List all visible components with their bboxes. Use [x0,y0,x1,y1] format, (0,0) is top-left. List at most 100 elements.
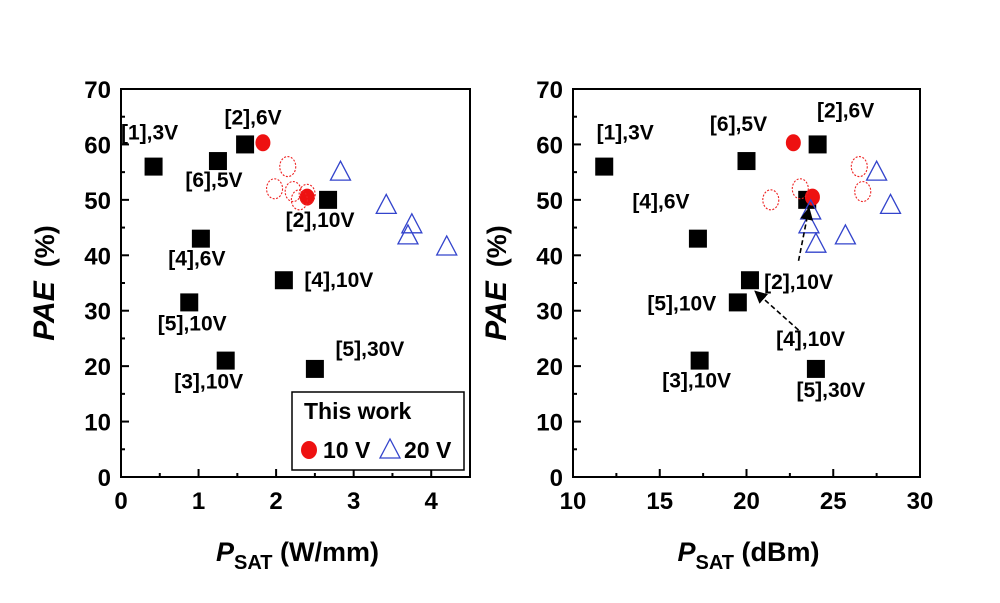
square-point [216,351,235,370]
point-label: [4],10V [304,269,373,292]
square-point [690,351,709,370]
x-tick-label: 3 [347,488,360,515]
y-tick-label: 60 [84,132,111,159]
square-point [688,229,707,248]
open-circle-point [298,183,316,205]
x-tick-label: 20 [733,488,760,515]
y-axis-label: PAE (%) [480,225,513,340]
point-label: [3],10V [662,370,731,393]
y-tick-label: 30 [84,299,111,326]
y-tick-label: 0 [98,465,111,492]
point-label: [5],10V [158,312,227,335]
square-point [319,190,338,209]
y-tick-label: 50 [84,188,111,215]
legend: This work 10 V 20 V [291,391,465,471]
x-axis-label-unit: (W/mm) [273,537,379,567]
y-tick-label: 50 [536,188,563,215]
x-axis-label-sub: SAT [696,552,735,574]
point-label: [4],6V [168,248,225,271]
square-point [274,271,293,290]
open-circle-point [279,156,297,178]
legend-label: 10 V [323,437,371,463]
x-axis-label-unit: (dBm) [734,537,819,567]
x-axis-label-sub: SAT [234,552,273,574]
annotation-label: [2],10V [764,271,833,294]
open-circle-point [791,178,809,200]
annotation-label: [4],10V [776,328,845,351]
open-triangle-point [329,159,352,181]
legend-box [291,391,465,471]
square-point [305,359,324,378]
x-tick-label: 15 [646,488,673,515]
open-circle-point [266,178,284,200]
x-tick-label: 10 [560,488,587,515]
y-axis-label-unit: (%) [30,225,60,267]
open-triangle-point [865,159,888,181]
x-tick-label: 0 [114,488,127,515]
open-triangle-point [797,212,821,234]
open-triangle-point [879,193,902,215]
y-tick-label: 70 [84,77,111,104]
point-label: [1],3V [121,122,178,145]
y-tick-label: 40 [84,243,111,270]
square-point [728,293,747,312]
point-label: [1],3V [597,122,654,145]
y-tick-label: 20 [84,354,111,381]
filled-circle-point [255,134,271,152]
point-label: [2],6V [817,99,874,122]
open-triangle-point [804,231,827,253]
y-tick-label: 70 [536,77,563,104]
y-tick-label: 10 [536,410,563,437]
filled-circle-point [785,134,801,152]
open-triangle-point [834,223,857,245]
square-point [191,229,210,248]
point-label: [2],6V [224,106,281,129]
open-triangle-point [396,223,420,245]
square-point [208,152,227,171]
legend-title: This work [304,398,412,424]
y-tick-label: 30 [536,299,563,326]
square-point [236,135,255,154]
x-tick-label: 4 [425,488,439,515]
square-point [808,135,827,154]
x-axis-label: PSAT (W/mm) [216,537,379,574]
open-circle-point [854,180,872,203]
x-tick-label: 25 [820,488,847,515]
square-point [595,157,614,176]
point-label: [5],30V [796,379,865,402]
x-axis-label-main: P [677,537,696,567]
y-axis-label-main: PAE [480,280,513,340]
square-point [737,152,756,171]
y-tick-label: 10 [84,410,111,437]
square-point [740,271,759,290]
y-tick-label: 20 [536,354,563,381]
open-circle-point [762,189,780,211]
y-tick-label: 0 [550,465,563,492]
square-point [180,293,199,312]
annotation-arrow [797,206,814,261]
x-tick-label: 2 [269,488,282,515]
x-axis-label-main: P [216,537,235,567]
open-triangle-point [435,234,458,256]
open-circle-point [284,180,302,203]
y-tick-label: 60 [536,132,563,159]
y-axis-label: PAE (%) [28,225,61,340]
annotation-arrow [754,290,800,331]
open-circle-point [850,156,868,178]
legend-label: 20 V [404,437,452,463]
y-axis-label-main: PAE [28,280,61,340]
open-triangle-point [375,193,398,215]
x-tick-label: 30 [907,488,934,515]
y-tick-label: 40 [536,243,563,270]
point-label: [6],5V [185,169,242,192]
y-axis-label-unit: (%) [482,225,512,267]
open-circle-point [290,189,308,211]
square-point [144,157,163,176]
square-point [806,359,825,378]
x-axis-label: PSAT (dBm) [677,537,819,574]
point-label: [3],10V [174,371,243,394]
filled-circle-point [804,188,820,206]
